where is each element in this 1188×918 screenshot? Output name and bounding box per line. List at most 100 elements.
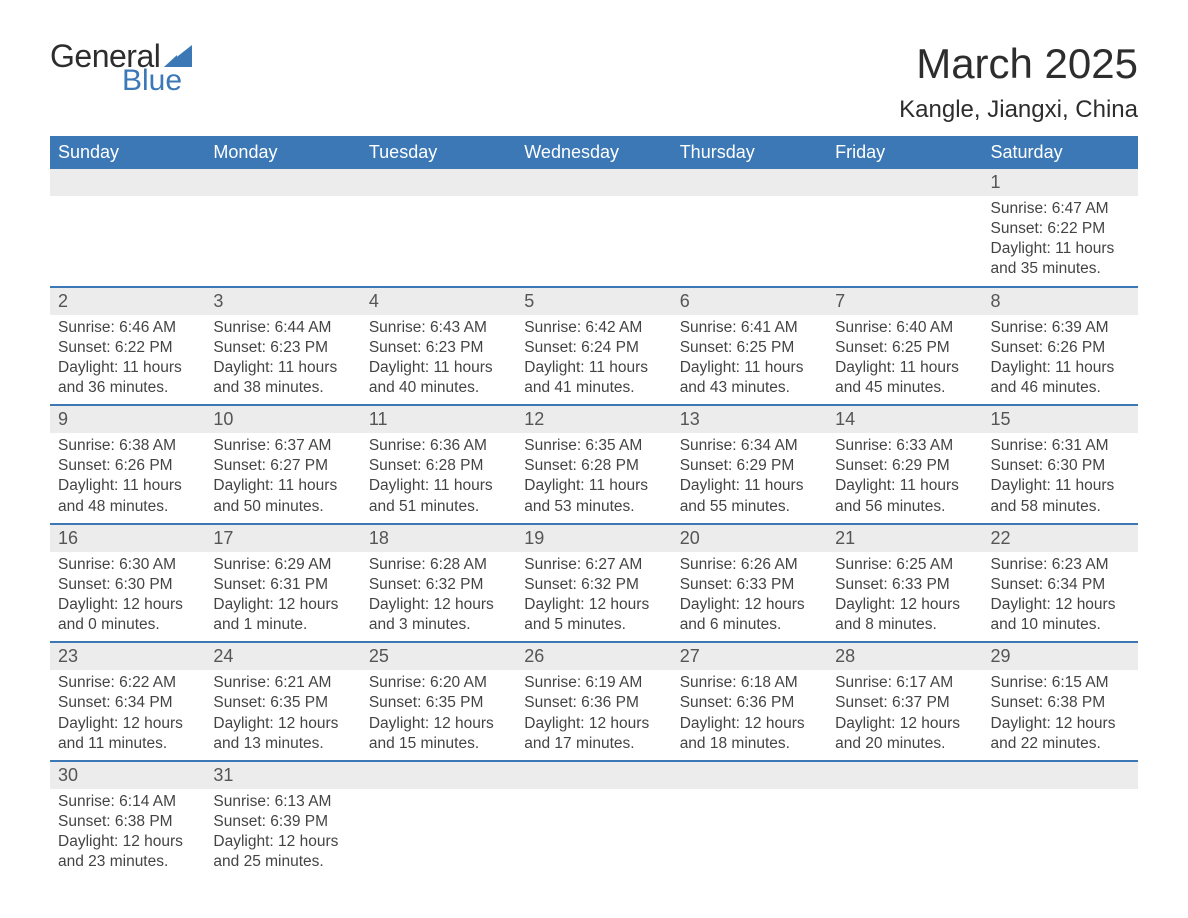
day-details: Sunrise: 6:46 AMSunset: 6:22 PMDaylight:… [50, 315, 205, 406]
daylight-label: and 58 minutes. [991, 497, 1130, 517]
sunrise-label: Sunrise: 6:21 AM [213, 673, 352, 693]
sunset-label: Sunset: 6:29 PM [680, 456, 819, 476]
day-details [50, 196, 205, 287]
day-details [361, 196, 516, 287]
daylight-label: and 48 minutes. [58, 497, 197, 517]
day-details: Sunrise: 6:40 AMSunset: 6:25 PMDaylight:… [827, 315, 982, 406]
day-details [827, 196, 982, 287]
daylight-label: and 50 minutes. [213, 497, 352, 517]
daynum-row: 23242526272829 [50, 642, 1138, 670]
day-details: Sunrise: 6:36 AMSunset: 6:28 PMDaylight:… [361, 433, 516, 524]
day-details: Sunrise: 6:47 AMSunset: 6:22 PMDaylight:… [983, 196, 1138, 287]
day-details: Sunrise: 6:38 AMSunset: 6:26 PMDaylight:… [50, 433, 205, 524]
sunrise-label: Sunrise: 6:44 AM [213, 318, 352, 338]
sunset-label: Sunset: 6:23 PM [369, 338, 508, 358]
daynum-row: 9101112131415 [50, 405, 1138, 433]
daylight-label: Daylight: 12 hours [524, 714, 663, 734]
day-details: Sunrise: 6:22 AMSunset: 6:34 PMDaylight:… [50, 670, 205, 761]
daylight-label: Daylight: 12 hours [680, 714, 819, 734]
weekday-header: Thursday [672, 136, 827, 169]
sunrise-label: Sunrise: 6:40 AM [835, 318, 974, 338]
day-details [361, 789, 516, 879]
daynum-row: 3031 [50, 761, 1138, 789]
daylight-label: and 0 minutes. [58, 615, 197, 635]
detail-row: Sunrise: 6:22 AMSunset: 6:34 PM Daylight:… [50, 670, 1138, 761]
day-details: Sunrise: 6:14 AMSunset: 6:38 PMDaylight:… [50, 789, 205, 879]
daylight-label: and 10 minutes. [991, 615, 1130, 635]
sunset-label: Sunset: 6:37 PM [835, 693, 974, 713]
logo: General Blue [50, 40, 192, 96]
daylight-label: and 3 minutes. [369, 615, 508, 635]
daylight-label: and 55 minutes. [680, 497, 819, 517]
sunrise-label: Sunrise: 6:33 AM [835, 436, 974, 456]
weekday-header: Tuesday [361, 136, 516, 169]
day-number: 9 [50, 405, 205, 433]
day-details: Sunrise: 6:17 AMSunset: 6:37 PMDaylight:… [827, 670, 982, 761]
day-details [672, 789, 827, 879]
day-number: 15 [983, 405, 1138, 433]
sunset-label: Sunset: 6:32 PM [369, 575, 508, 595]
weekday-header: Friday [827, 136, 982, 169]
day-details: Sunrise: 6:37 AMSunset: 6:27 PMDaylight:… [205, 433, 360, 524]
daylight-label: Daylight: 12 hours [369, 714, 508, 734]
sunrise-label: Sunrise: 6:18 AM [680, 673, 819, 693]
day-details: Sunrise: 6:19 AMSunset: 6:36 PMDaylight:… [516, 670, 671, 761]
day-number: 31 [205, 761, 360, 789]
daylight-label: Daylight: 12 hours [835, 714, 974, 734]
day-number [983, 761, 1138, 789]
sunset-label: Sunset: 6:33 PM [680, 575, 819, 595]
sunset-label: Sunset: 6:35 PM [369, 693, 508, 713]
calendar-table: Sunday Monday Tuesday Wednesday Thursday… [50, 136, 1138, 878]
sunrise-label: Sunrise: 6:14 AM [58, 792, 197, 812]
weekday-header: Sunday [50, 136, 205, 169]
day-number: 19 [516, 524, 671, 552]
detail-row: Sunrise: 6:30 AMSunset: 6:30 PMDaylight:… [50, 552, 1138, 643]
daynum-row: 2345678 [50, 287, 1138, 315]
daylight-label: and 53 minutes. [524, 497, 663, 517]
day-details: Sunrise: 6:33 AMSunset: 6:29 PMDaylight:… [827, 433, 982, 524]
day-number: 26 [516, 642, 671, 670]
daylight-label: Daylight: 12 hours [524, 595, 663, 615]
sunrise-label: Sunrise: 6:47 AM [991, 199, 1130, 219]
day-number: 8 [983, 287, 1138, 315]
daylight-label: Daylight: 11 hours [213, 476, 352, 496]
day-number: 16 [50, 524, 205, 552]
day-number: 24 [205, 642, 360, 670]
weekday-header-row: Sunday Monday Tuesday Wednesday Thursday… [50, 136, 1138, 169]
day-details: Sunrise: 6:34 AMSunset: 6:29 PMDaylight:… [672, 433, 827, 524]
sunset-label: Sunset: 6:34 PM [58, 693, 197, 713]
day-details: Sunrise: 6:42 AMSunset: 6:24 PMDaylight:… [516, 315, 671, 406]
daylight-label: Daylight: 11 hours [524, 358, 663, 378]
daylight-label: and 15 minutes. [369, 734, 508, 754]
daylight-label: Daylight: 12 hours [369, 595, 508, 615]
day-number [516, 169, 671, 196]
daylight-label: Daylight: 11 hours [58, 476, 197, 496]
header: General Blue March 2025 Kangle, Jiangxi,… [50, 40, 1138, 124]
sunrise-label: Sunrise: 6:23 AM [991, 555, 1130, 575]
day-number [827, 761, 982, 789]
day-number: 18 [361, 524, 516, 552]
day-details [827, 789, 982, 879]
daylight-label: Daylight: 11 hours [991, 476, 1130, 496]
day-details: Sunrise: 6:41 AMSunset: 6:25 PMDaylight:… [672, 315, 827, 406]
sunset-label: Sunset: 6:27 PM [213, 456, 352, 476]
daylight-label: Daylight: 11 hours [58, 358, 197, 378]
day-number: 3 [205, 287, 360, 315]
day-details: Sunrise: 6:27 AMSunset: 6:32 PMDaylight:… [516, 552, 671, 643]
day-number [361, 761, 516, 789]
sunset-label: Sunset: 6:24 PM [524, 338, 663, 358]
sunset-label: Sunset: 6:34 PM [991, 575, 1130, 595]
daylight-label: Daylight: 12 hours [58, 595, 197, 615]
sunset-label: Sunset: 6:29 PM [835, 456, 974, 476]
day-number [672, 761, 827, 789]
day-number: 28 [827, 642, 982, 670]
sunrise-label: Sunrise: 6:34 AM [680, 436, 819, 456]
sunrise-label: Sunrise: 6:22 AM [58, 673, 197, 693]
sunset-label: Sunset: 6:39 PM [213, 812, 352, 832]
sunrise-label: Sunrise: 6:15 AM [991, 673, 1130, 693]
sunrise-label: Sunrise: 6:19 AM [524, 673, 663, 693]
title-block: March 2025 Kangle, Jiangxi, China [899, 40, 1138, 124]
day-number: 12 [516, 405, 671, 433]
day-number: 29 [983, 642, 1138, 670]
daylight-label: Daylight: 12 hours [991, 595, 1130, 615]
